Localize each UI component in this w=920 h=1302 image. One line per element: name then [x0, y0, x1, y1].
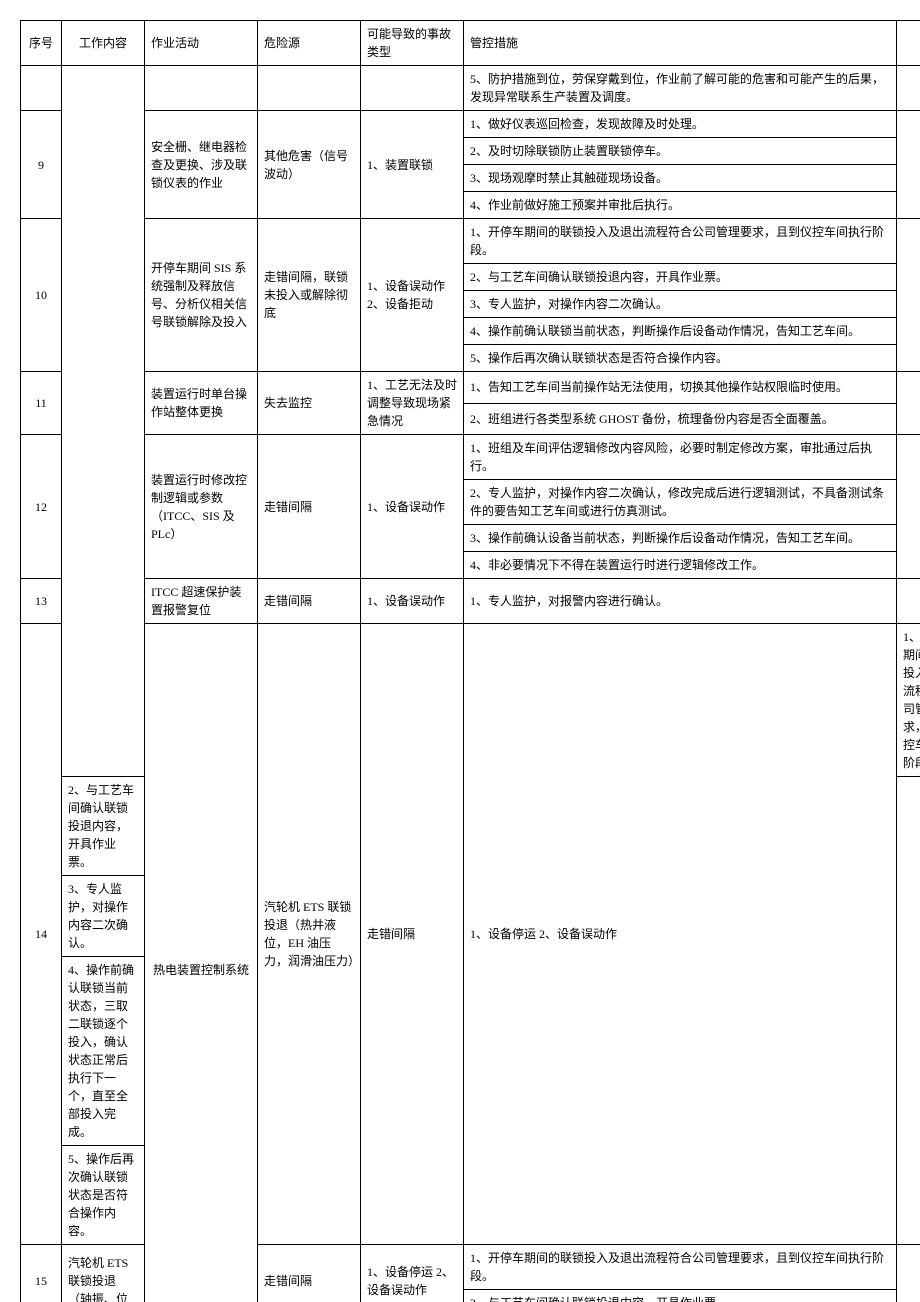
cell-seq: 12: [21, 435, 62, 579]
cell-remark: [897, 1245, 920, 1302]
cell-measure: 2、及时切除联锁防止装置联锁停车。: [464, 138, 897, 165]
cell-seq: 9: [21, 111, 62, 219]
cell-accident: [361, 66, 464, 111]
cell-hazard: 其他危害（信号波动）: [258, 111, 361, 219]
cell-activity: 开停车期间 SIS 系统强制及释放信号、分析仪相关信号联锁解除及投入: [145, 219, 258, 372]
cell-measure: 1、开停车期间的联锁投入及退出流程符合公司管理要求，且到仪控车间执行阶段。: [897, 624, 920, 777]
cell-activity: 装置运行时修改控制逻辑或参数（ITCC、SIS 及 PLc）: [145, 435, 258, 579]
cell-measure: 1、告知工艺车间当前操作站无法使用，切换其他操作站权限临时使用。: [464, 372, 897, 404]
header-accident: 可能导致的事故类型: [361, 21, 464, 66]
header-seq: 序号: [21, 21, 62, 66]
cell-measure: 4、操作前确认联锁当前状态，三取二联锁逐个投入，确认状态正常后执行下一个，直至全…: [62, 957, 145, 1146]
cell-activity: 装置运行时单台操作站整体更换: [145, 372, 258, 435]
cell-measure: 1、班组及车间评估逻辑修改内容风险，必要时制定修改方案，审批通过后执行。: [464, 435, 897, 480]
cell-seq: 10: [21, 219, 62, 372]
cell-accident: 1、设备误动作 2、设备拒动: [361, 219, 464, 372]
cell-remark: [897, 435, 920, 579]
cell-seq: [21, 66, 62, 111]
cell-measure: 5、操作后再次确认联锁状态是否符合操作内容。: [464, 345, 897, 372]
cell-hazard: 走错间隔: [258, 435, 361, 579]
header-hazard: 危险源: [258, 21, 361, 66]
cell-remark: [897, 111, 920, 219]
cell-accident: 1、设备停运 2、设备误动作: [464, 624, 897, 1245]
cell-seq: 14: [21, 624, 62, 1245]
cell-accident: 1、装置联锁: [361, 111, 464, 219]
cell-measure: 3、操作前确认设备当前状态，判断操作后设备动作情况，告知工艺车间。: [464, 525, 897, 552]
cell-hazard: 走错间隔: [258, 579, 361, 624]
cell-activity: [145, 66, 258, 111]
cell-seq: 11: [21, 372, 62, 435]
table-row: 14 热电装置控制系统 汽轮机 ETS 联锁投退（热井液位，EH 油压力，润滑油…: [21, 624, 920, 777]
table-row: 13 ITCC 超速保护装置报警复位 走错间隔 1、设备误动作 1、专人监护，对…: [21, 579, 920, 624]
cell-measure: 1、开停车期间的联锁投入及退出流程符合公司管理要求，且到仪控车间执行阶段。: [464, 1245, 897, 1290]
cell-remark: [897, 219, 920, 372]
cell-hazard: 走错间隔: [361, 624, 464, 1245]
cell-measure: 3、专人监护，对操作内容二次确认。: [464, 291, 897, 318]
cell-measure: 5、防护措施到位，劳保穿戴到位，作业前了解可能的危害和可能产生的后果，发现异常联…: [464, 66, 897, 111]
header-measure: 管控措施: [464, 21, 897, 66]
cell-hazard: 走错间隔，联锁未投入或解除彻底: [258, 219, 361, 372]
risk-control-table: 序号 工作内容 作业活动 危险源 可能导致的事故类型 管控措施 备注 5、防护措…: [20, 20, 920, 1302]
cell-measure: 2、与工艺车间确认联锁投退内容，开具作业票。: [62, 777, 145, 876]
cell-hazard: [258, 66, 361, 111]
cell-measure: 2、专人监护，对操作内容二次确认，修改完成后进行逻辑测试，不具备测试条件的要告知…: [464, 480, 897, 525]
table-row: 10 开停车期间 SIS 系统强制及释放信号、分析仪相关信号联锁解除及投入 走错…: [21, 219, 920, 264]
cell-activity: 汽轮机 ETS 联锁投退（热井液位，EH 油压力，润滑油压力）: [258, 624, 361, 1245]
header-activity: 作业活动: [145, 21, 258, 66]
cell-remark: [897, 66, 920, 111]
table-row: 11 装置运行时单台操作站整体更换 失去监控 1、工艺无法及时调整导致现场紧急情…: [21, 372, 920, 404]
table-row: 5、防护措施到位，劳保穿戴到位，作业前了解可能的危害和可能产生的后果，发现异常联…: [21, 66, 920, 111]
cell-measure: 1、专人监护，对报警内容进行确认。: [464, 579, 897, 624]
cell-remark: [897, 579, 920, 624]
table-row: 9 安全栅、继电器检查及更换、涉及联锁仪表的作业 其他危害（信号波动） 1、装置…: [21, 111, 920, 138]
cell-remark: [897, 372, 920, 435]
cell-measure: 3、现场观摩时禁止其触碰现场设备。: [464, 165, 897, 192]
cell-measure: 4、操作前确认联锁当前状态，判断操作后设备动作情况，告知工艺车间。: [464, 318, 897, 345]
cell-accident: 1、设备误动作: [361, 435, 464, 579]
cell-accident: 1、设备停运 2、设备误动作: [361, 1245, 464, 1302]
cell-activity: 安全栅、继电器检查及更换、涉及联锁仪表的作业: [145, 111, 258, 219]
cell-measure: 1、开停车期间的联锁投入及退出流程符合公司管理要求，且到仪控车间执行阶段。: [464, 219, 897, 264]
cell-measure: 1、做好仪表巡回检查，发现故障及时处理。: [464, 111, 897, 138]
cell-measure: 2、与工艺车间确认联锁投退内容，开具作业票。: [464, 264, 897, 291]
cell-accident: 1、设备误动作: [361, 579, 464, 624]
cell-hazard: 走错间隔: [258, 1245, 361, 1302]
header-row: 序号 工作内容 作业活动 危险源 可能导致的事故类型 管控措施 备注: [21, 21, 920, 66]
cell-hazard: 失去监控: [258, 372, 361, 435]
cell-measure: 5、操作后再次确认联锁状态是否符合操作内容。: [62, 1146, 145, 1245]
header-work: 工作内容: [62, 21, 145, 66]
cell-accident: 1、工艺无法及时调整导致现场紧急情况: [361, 372, 464, 435]
cell-activity: 汽轮机 ETS 联锁投退（轴振、位: [62, 1245, 145, 1302]
cell-measure: 2、班组进行各类型系统 GHOST 备份，梳理备份内容是否全面覆盖。: [464, 403, 897, 435]
cell-activity: ITCC 超速保护装置报警复位: [145, 579, 258, 624]
cell-seq: 13: [21, 579, 62, 624]
cell-measure: 3、专人监护，对操作内容二次确认。: [62, 876, 145, 957]
table-row: 12 装置运行时修改控制逻辑或参数（ITCC、SIS 及 PLc） 走错间隔 1…: [21, 435, 920, 480]
cell-seq: 15: [21, 1245, 62, 1302]
cell-measure: 4、非必要情况下不得在装置运行时进行逻辑修改工作。: [464, 552, 897, 579]
table-body: 5、防护措施到位，劳保穿戴到位，作业前了解可能的危害和可能产生的后果，发现异常联…: [21, 66, 920, 1302]
cell-measure: 4、作业前做好施工预案并审批后执行。: [464, 192, 897, 219]
cell-work: [62, 66, 145, 777]
cell-measure: 2、与工艺车间确认联锁投退内容，开具作业票。: [464, 1290, 897, 1302]
header-remark: 备注: [897, 21, 920, 66]
cell-work: 热电装置控制系统: [145, 624, 258, 1302]
